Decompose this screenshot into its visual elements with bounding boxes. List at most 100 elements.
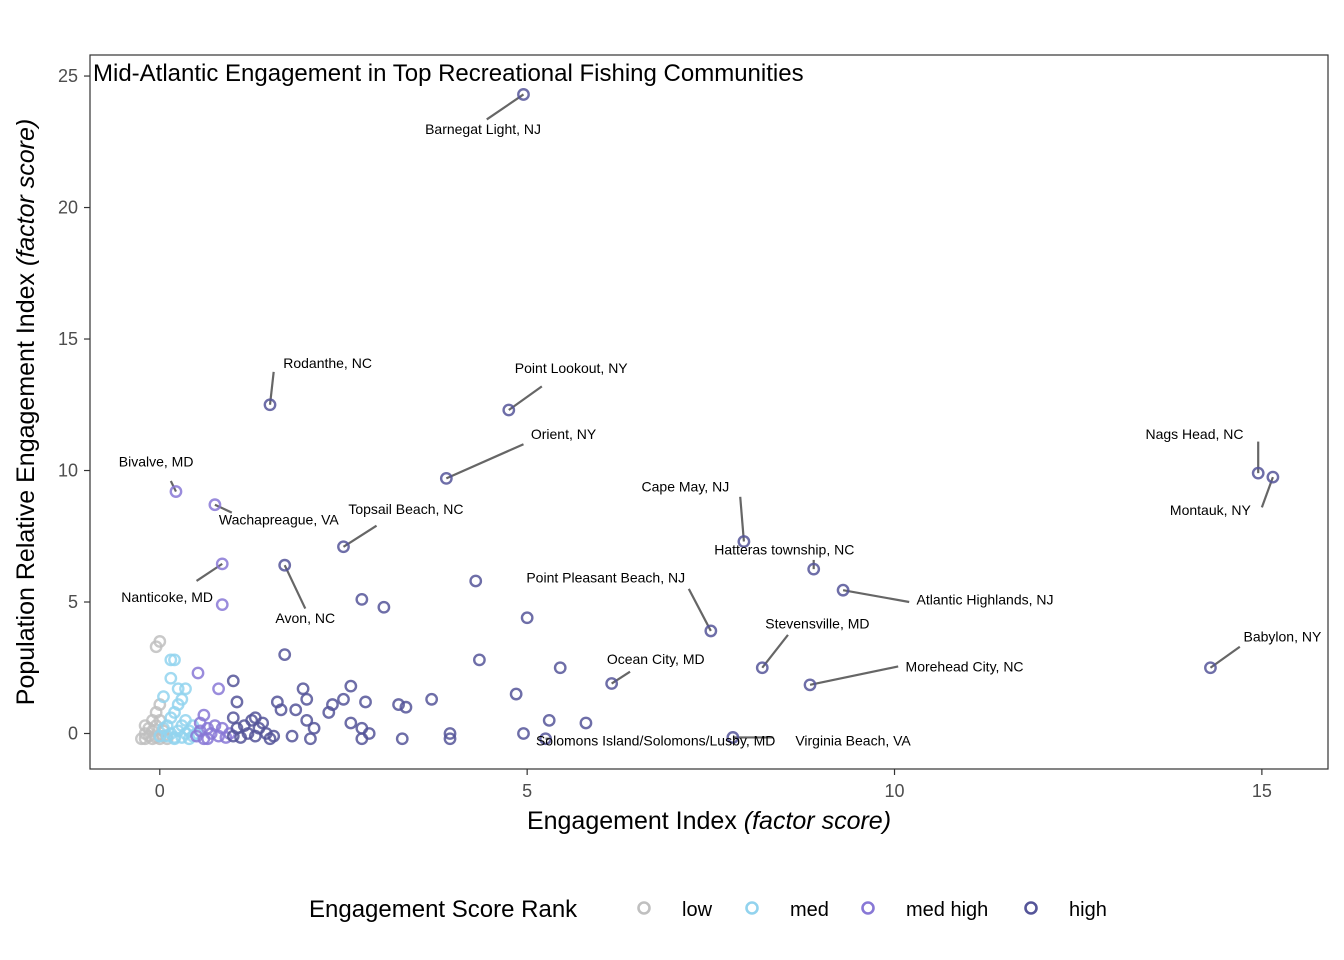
data-point-high [469,574,483,588]
chart-title: Mid-Atlantic Engagement in Top Recreatio… [93,60,804,87]
point-label: Ocean City, MD [607,651,705,667]
data-point-medhigh [215,598,229,612]
y-tick-label: 5 [68,592,78,612]
leader-line [486,93,525,121]
y-tick-label: 10 [58,461,78,481]
data-point-low [135,732,148,746]
leader-line [445,443,524,480]
point-label: Orient, NY [531,426,597,442]
data-point-medhigh [169,485,183,498]
data-point-high [520,611,534,625]
legend-title: Engagement Score Rank [309,896,578,923]
y-tick-label: 0 [68,723,78,743]
leader-line [611,670,631,685]
point-labels: Barnegat Light, NJ Rodanthe, NC Point Look… [119,121,1322,748]
data-point-high [285,729,299,743]
data-point-high [443,732,457,746]
y-axis-title: Population Relative Engagement Index (fa… [12,119,40,705]
data-point-high [226,674,240,688]
data-point-high [274,703,288,717]
y-tick-label: 25 [58,66,78,86]
point-label: Avon, NC [275,610,335,626]
leader-line [508,385,543,411]
data-point-high [326,698,339,711]
data-points [135,88,1280,746]
x-axis-title: Engagement Index (factor score) [527,807,891,835]
data-point-high [377,600,391,614]
data-point-high [230,695,244,709]
point-label: Cape May, NJ [642,479,730,495]
leader-line [342,524,378,548]
data-point-medhigh [215,557,229,571]
data-point-med [168,731,181,744]
data-point-high [226,711,240,725]
data-point-low [153,635,167,648]
data-point-med [164,671,178,685]
y-tick-label: 15 [58,329,78,349]
data-point-high [803,678,817,692]
point-label: Rodanthe, NC [283,355,372,371]
data-point-high [337,692,350,706]
point-label: Point Pleasant Beach, NJ [526,569,685,585]
data-point-high [300,692,314,706]
data-point-high [509,687,523,701]
leader-line [761,634,789,669]
data-point-high [359,695,372,709]
data-point-high [755,661,769,675]
data-point-high [425,692,439,706]
data-point-med [168,653,181,667]
data-point-medhigh [212,682,225,696]
data-point-high [307,721,321,735]
data-point-high [502,403,516,417]
x-axis-title-italic: (factor score) [744,807,891,835]
data-point-high [443,727,457,740]
data-point-high [355,732,369,746]
data-point-high [539,732,552,746]
data-point-high [337,540,350,554]
data-point-high [344,679,358,693]
data-point-high [344,716,358,730]
leader-line [842,589,910,604]
point-label: Montauk, NY [1170,502,1252,518]
data-point-high [241,727,255,740]
legend-items: low med med high high [637,899,1107,921]
point-label: Virginia Beach, VA [795,732,911,748]
data-point-high [605,677,619,690]
data-point-high [737,535,751,548]
x-tick-label: 15 [1252,781,1272,801]
x-tick-label: 0 [155,781,165,801]
point-label: Babylon, NY [1244,628,1322,644]
data-point-high [553,661,567,675]
data-point-med [179,682,192,696]
x-axis: 0 5 10 15 [155,769,1272,801]
point-label: Nanticoke, MD [121,589,213,605]
legend-label-medhigh: med high [906,899,988,921]
data-point-high [395,732,409,746]
data-point-high [355,592,369,606]
data-point-low [138,719,152,733]
data-point-medhigh [208,719,222,733]
legend-label-low: low [682,899,713,921]
legend-label-high: high [1069,899,1107,921]
data-point-med [153,729,167,743]
point-label: Hatteras township, NC [714,542,854,558]
data-point-high [836,583,850,597]
point-label: Nags Head, NC [1145,426,1243,442]
data-point-high [267,729,281,743]
x-tick-label: 10 [885,781,905,801]
data-point-high [1204,661,1217,675]
leader-line [283,564,307,610]
x-axis-title-main: Engagement Index [527,807,737,835]
leader-line [809,665,899,686]
leader-line [687,588,712,632]
data-point-high [1251,466,1265,480]
point-label: Point Lookout, NY [515,360,629,376]
y-axis: 0 5 10 15 20 25 [58,66,90,743]
data-point-high [704,624,718,638]
data-point-high [289,703,303,717]
point-label: Bivalve, MD [119,454,194,470]
data-point-high [248,711,262,725]
data-point-high [473,653,486,667]
data-point-med [157,690,170,704]
